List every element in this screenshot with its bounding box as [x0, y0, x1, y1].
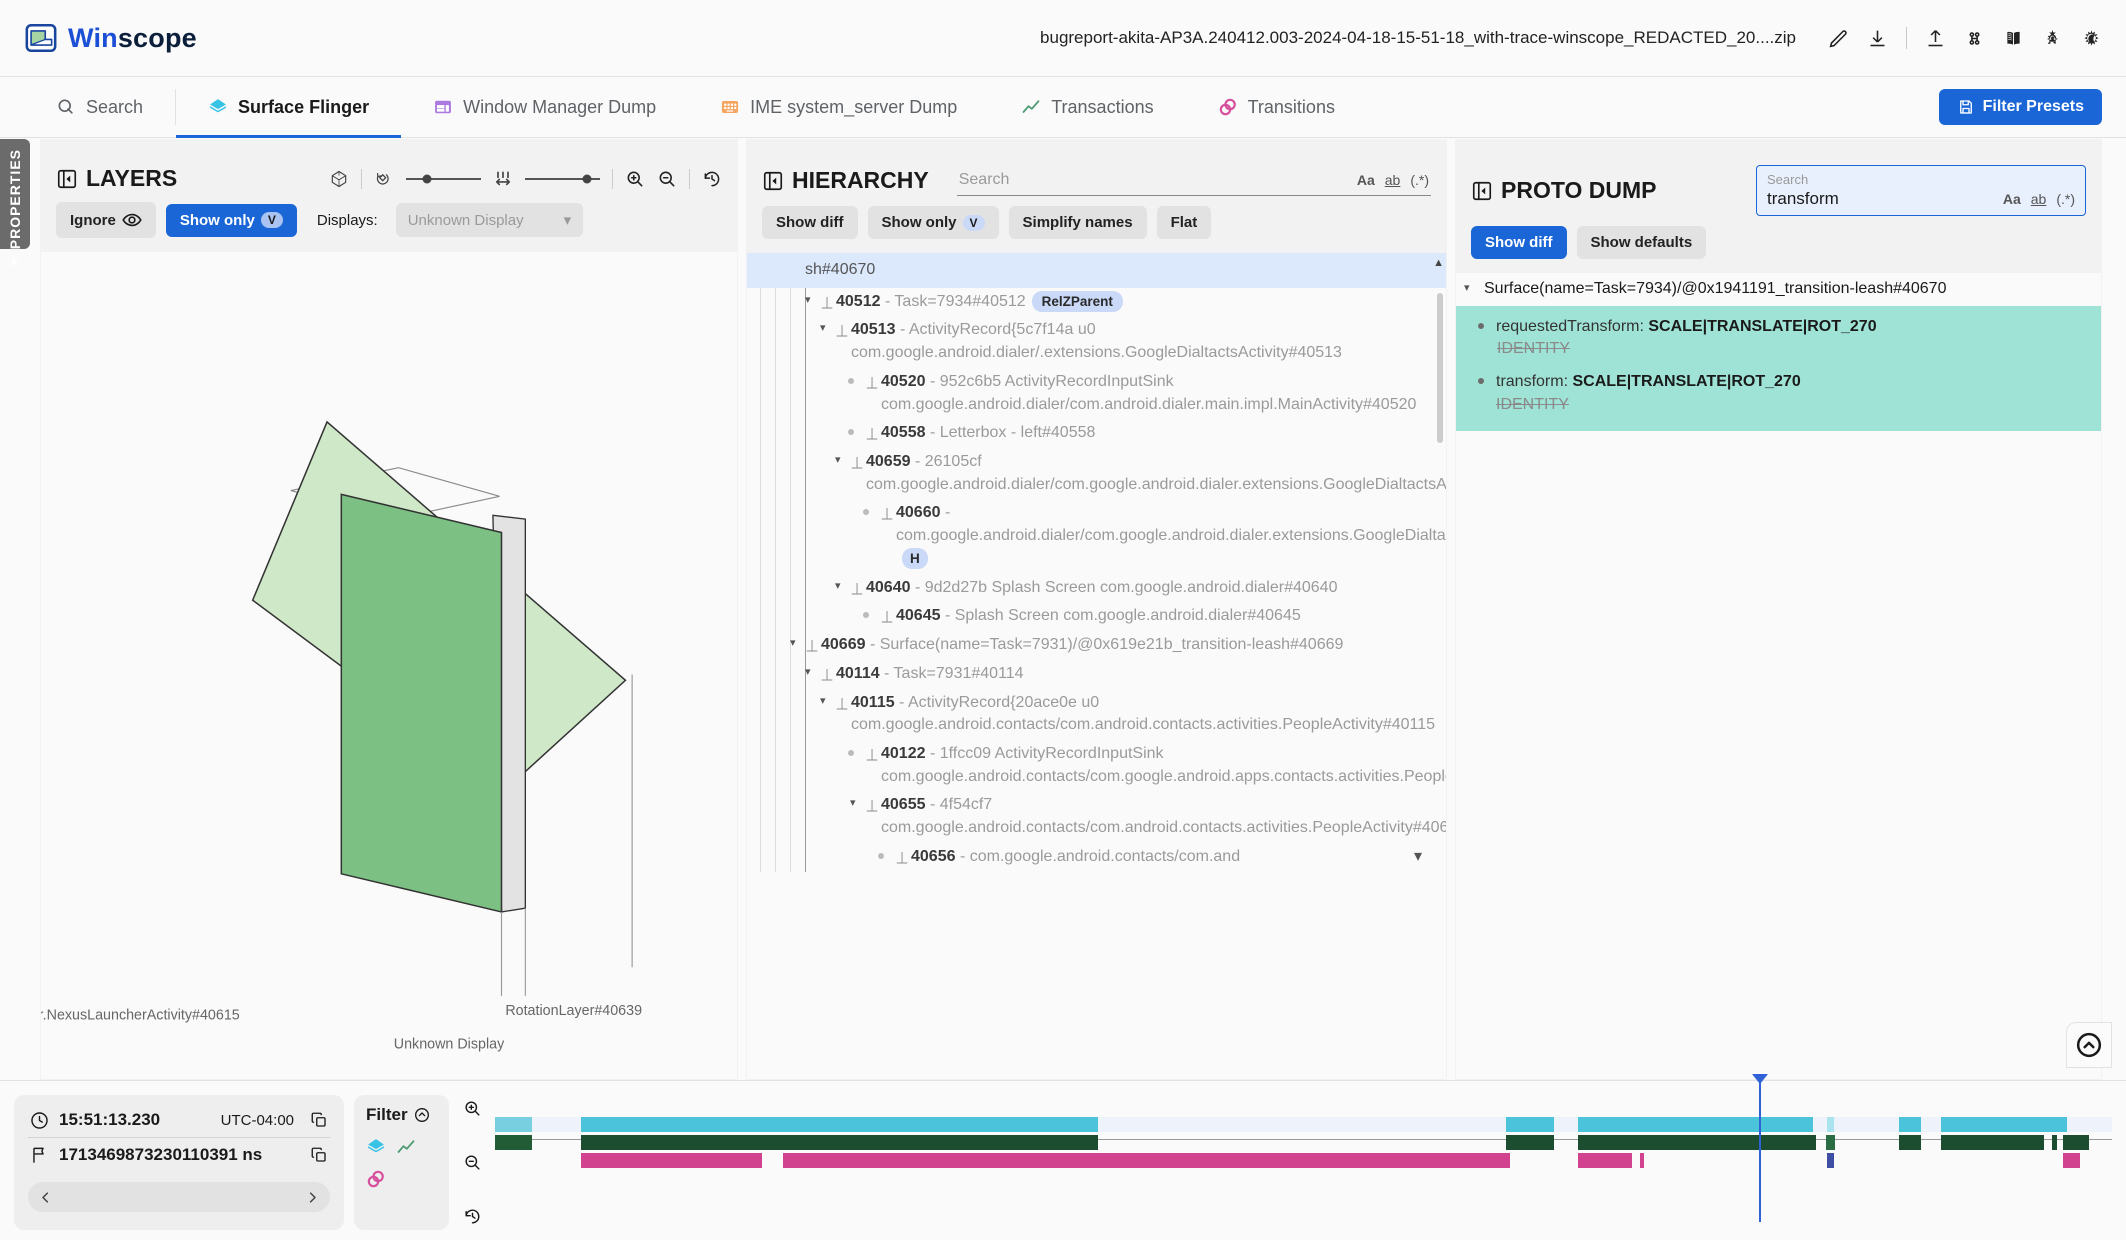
svg-text:Unknown Display: Unknown Display: [394, 1036, 505, 1052]
svg-text:nexuslauncher.NexusLauncherAct: nexuslauncher.NexusLauncherActivity#4061…: [41, 1008, 240, 1024]
svg-text:RotationLayer#40639: RotationLayer#40639: [505, 1003, 642, 1019]
